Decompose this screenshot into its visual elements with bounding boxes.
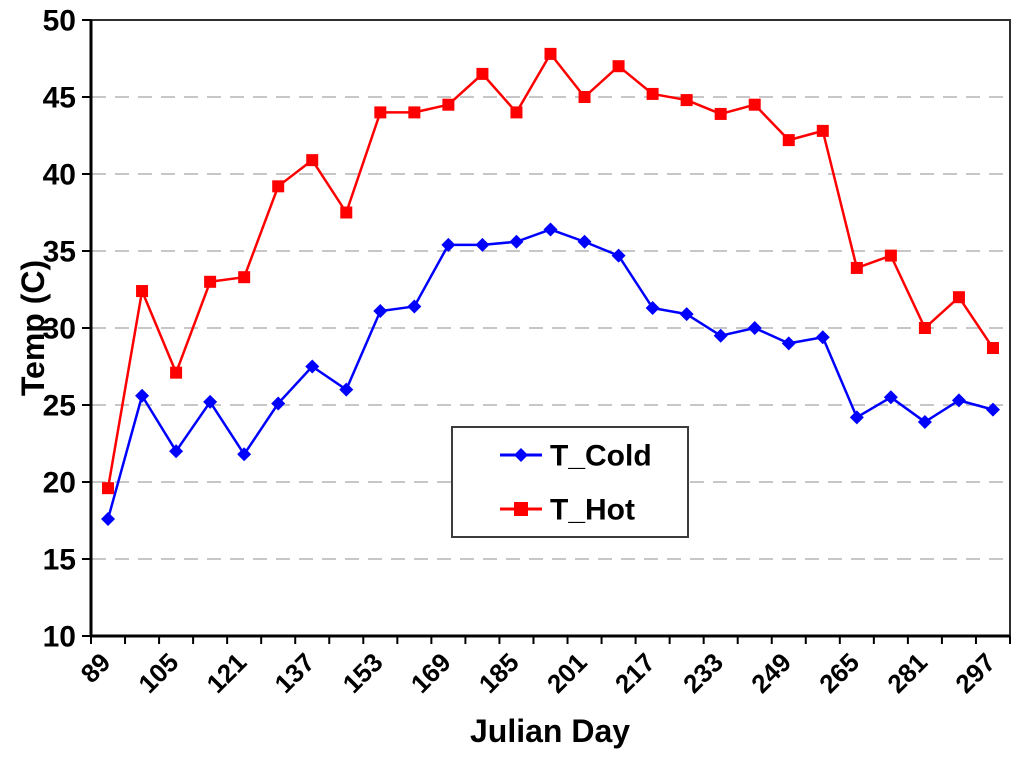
- t_cold-point: [305, 359, 320, 374]
- t_cold-point: [373, 304, 388, 319]
- t_hot-point: [578, 91, 591, 103]
- t_cold-point: [441, 237, 456, 252]
- t_cold-point: [679, 307, 694, 322]
- t_cold-point: [135, 388, 150, 403]
- x-tick-label: 89: [75, 647, 117, 689]
- t_hot-point: [476, 67, 489, 80]
- y-axis-title: Temp (C): [15, 260, 51, 396]
- t_cold-point: [101, 511, 116, 526]
- t-hot-square-marker-icon: [514, 502, 528, 516]
- y-tick-label: 30: [43, 313, 76, 346]
- t_hot-point: [986, 342, 999, 355]
- t_hot-point: [884, 249, 897, 262]
- plot-border: [90, 19, 1011, 637]
- t_cold-point: [713, 328, 728, 343]
- t_cold-point: [543, 222, 558, 237]
- t_cold-point: [407, 299, 422, 314]
- t_cold-point: [781, 336, 796, 351]
- x-tick-label: 217: [609, 647, 661, 699]
- legend-label-t-cold: T_Cold: [550, 440, 652, 473]
- x-tick-label: 121: [201, 647, 253, 699]
- legend-item-t-cold: T_Cold: [500, 440, 652, 473]
- t_cold-point: [951, 393, 966, 408]
- t_cold-point: [271, 396, 286, 411]
- plot-area: 10 15 20 25 30 35 40 45 50 89 105 121 137 153 169 185 20…: [43, 5, 1011, 699]
- x-tick-label: 233: [677, 647, 729, 699]
- t-cold-diamond-marker-icon: [514, 448, 528, 462]
- t_hot-point: [272, 180, 285, 193]
- t_cold-point: [577, 234, 592, 249]
- x-tick-label: 169: [405, 647, 457, 699]
- t_hot-point: [850, 261, 863, 274]
- t_cold-point: [747, 321, 762, 335]
- x-tick-label: 105: [132, 647, 184, 699]
- t_hot-point: [510, 106, 523, 119]
- t_cold-point: [509, 234, 524, 249]
- t_hot-point: [340, 206, 353, 219]
- t_cold-point: [815, 330, 830, 345]
- t_cold-point: [203, 394, 218, 409]
- legend: T_Cold T_Hot: [451, 426, 689, 538]
- t_hot-point: [918, 322, 931, 334]
- x-tick-label: 265: [813, 647, 865, 699]
- x-tick-label: 281: [881, 647, 933, 699]
- t_hot-point: [952, 291, 965, 304]
- legend-label-t-hot: T_Hot: [550, 494, 635, 527]
- t_hot-point: [374, 106, 387, 119]
- y-tick-label: 20: [43, 467, 76, 500]
- t_cold-point: [985, 402, 1000, 417]
- t_hot-point: [544, 47, 557, 60]
- t_cold-point: [645, 300, 660, 315]
- x-axis-title: Julian Day: [470, 713, 630, 749]
- legend-item-t-hot: T_Hot: [500, 494, 635, 527]
- y-tick-label: 25: [43, 390, 76, 423]
- t_hot-point: [816, 124, 829, 137]
- t_hot-point: [306, 154, 319, 167]
- t_hot-point: [646, 87, 659, 100]
- t_cold-point: [475, 237, 490, 252]
- y-tick-label: 15: [43, 544, 76, 577]
- x-tick-label: 153: [337, 647, 389, 699]
- x-tick-label: 201: [541, 647, 593, 699]
- t_hot-point: [102, 482, 115, 495]
- x-tick-label: 249: [745, 647, 797, 699]
- t_hot-point: [612, 60, 625, 73]
- t_hot-point: [680, 94, 693, 107]
- t_hot-point: [748, 98, 761, 111]
- legend-box: [451, 426, 689, 538]
- y-tick-label: 50: [43, 5, 76, 38]
- t_hot-point: [408, 106, 421, 119]
- x-tick-label: 137: [269, 647, 321, 699]
- t_cold-point: [169, 444, 184, 459]
- y-tick-label: 45: [43, 82, 76, 115]
- t_cold-point: [237, 447, 252, 462]
- x-tick-label: 297: [949, 647, 1001, 699]
- x-tick-label: 185: [473, 647, 525, 699]
- t_cold-point: [849, 410, 864, 425]
- t_hot-point: [136, 285, 149, 298]
- t_cold-point: [611, 248, 626, 263]
- y-tick-label: 40: [43, 159, 76, 192]
- t_hot-point: [442, 98, 455, 111]
- y-tick-label: 10: [43, 621, 76, 654]
- t_cold-point: [917, 414, 932, 429]
- t_hot-point: [238, 271, 251, 284]
- t_hot-point: [170, 366, 183, 379]
- y-tick-label: 35: [43, 236, 76, 269]
- t_hot-point: [782, 134, 795, 147]
- t_cold-point: [339, 382, 354, 397]
- t_hot-point: [714, 107, 727, 120]
- t_cold-point: [883, 390, 898, 405]
- t_hot-point: [204, 275, 217, 288]
